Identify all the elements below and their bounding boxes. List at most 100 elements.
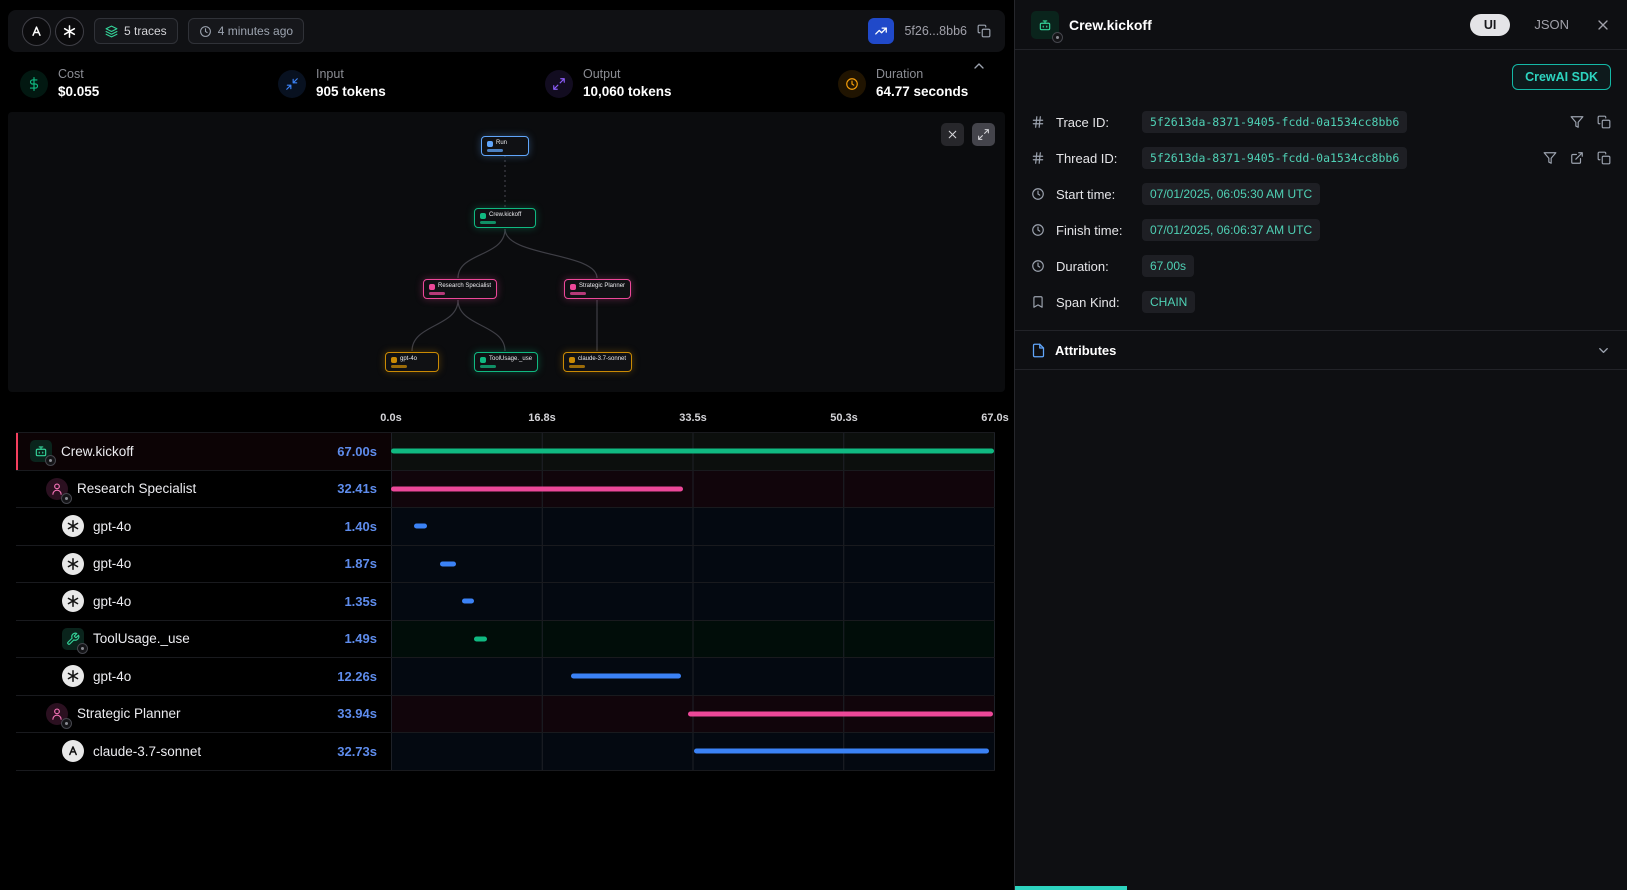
timeline-row[interactable]: ToolUsage._use1.49s: [16, 621, 995, 659]
detail-field-row: Start time:07/01/2025, 06:05:30 AM UTC: [1015, 176, 1627, 212]
timeline-row[interactable]: gpt-4o1.40s: [16, 508, 995, 546]
timeline-row-track: [391, 658, 995, 695]
input-icon: [278, 70, 306, 98]
attributes-section-toggle[interactable]: Attributes: [1015, 330, 1627, 370]
file-icon: [1031, 343, 1046, 358]
anthropic-logo-icon: [22, 17, 51, 46]
timeline-row-label: gpt-4o12.26s: [16, 658, 391, 695]
timeline-row-track: [391, 733, 995, 770]
hash-icon: [1031, 115, 1047, 129]
field-value: CHAIN: [1142, 291, 1195, 313]
stat-label: Output: [583, 67, 672, 81]
field-value: 07/01/2025, 06:05:30 AM UTC: [1142, 183, 1320, 205]
span-duration: 1.40s: [344, 519, 377, 534]
duration-bar: [474, 636, 487, 641]
tool-icon: [62, 628, 84, 650]
graph-node-tool[interactable]: ToolUsage._use: [474, 352, 538, 372]
timeline-row-label: claude-3.7-sonnet32.73s: [16, 733, 391, 770]
timeline-row[interactable]: gpt-4o1.87s: [16, 546, 995, 584]
close-graph-button[interactable]: [941, 123, 964, 146]
expand-icon: [977, 128, 990, 141]
dollar-icon: [20, 70, 48, 98]
openai-icon: [62, 515, 84, 537]
stat-value: $0.055: [58, 84, 99, 99]
copy-trace-id-icon[interactable]: [977, 24, 991, 38]
graph-node-claude[interactable]: claude-3.7-sonnet: [563, 352, 632, 372]
graph-node-strategic[interactable]: Strategic Planner: [564, 279, 631, 299]
openai-logo-icon: [55, 17, 84, 46]
waterfall-timeline: 0.0s16.8s33.5s50.3s67.0s Crew.kickoff67.…: [0, 392, 1013, 771]
timeline-row-label: gpt-4o1.40s: [16, 508, 391, 545]
graph-node-gpt[interactable]: gpt-4o: [385, 352, 439, 372]
external-link-icon[interactable]: [1570, 151, 1584, 165]
trending-up-icon: [874, 24, 888, 38]
copy-icon[interactable]: [1597, 151, 1611, 165]
trace-age-label: 4 minutes ago: [218, 24, 293, 38]
duration-bar: [688, 711, 993, 716]
graph-node-label: Crew.kickoff: [489, 212, 521, 219]
timeline-row-track: [391, 433, 995, 470]
span-duration: 32.73s: [337, 744, 377, 759]
layers-icon: [105, 25, 118, 38]
timeline-row[interactable]: Research Specialist32.41s: [16, 471, 995, 509]
timeline-row[interactable]: gpt-4o1.35s: [16, 583, 995, 621]
metrics-button[interactable]: [868, 18, 894, 44]
filter-icon[interactable]: [1570, 115, 1584, 129]
graph-node-label: Run: [496, 140, 507, 147]
anthropic-icon: [569, 357, 575, 363]
tool-icon: [480, 357, 486, 363]
clock-icon: [1031, 259, 1047, 273]
timeline-row-label: ToolUsage._use1.49s: [16, 621, 391, 658]
output-icon: [545, 70, 573, 98]
timeline-row-label: Research Specialist32.41s: [16, 471, 391, 508]
graph-node-duration-chip: [569, 365, 585, 368]
expand-graph-button[interactable]: [972, 123, 995, 146]
hash-icon: [1031, 151, 1047, 165]
timeline-row-label: Strategic Planner33.94s: [16, 696, 391, 733]
stat-label: Duration: [876, 67, 968, 81]
sdk-row: CrewAI SDK: [1015, 50, 1627, 100]
tab-json[interactable]: JSON: [1534, 17, 1569, 32]
duration-bar: [391, 486, 683, 491]
graph-node-duration-chip: [570, 292, 586, 295]
trace-age-badge[interactable]: 4 minutes ago: [188, 18, 304, 44]
axis-tick: 0.0s: [380, 412, 401, 424]
collapse-stats-button[interactable]: [971, 58, 987, 79]
graph-node-label: gpt-4o: [400, 356, 417, 363]
copy-icon[interactable]: [1597, 115, 1611, 129]
graph-node-crew[interactable]: Crew.kickoff: [474, 208, 536, 228]
agent-icon: [429, 284, 435, 290]
openai-icon: [391, 357, 397, 363]
clock-icon: [1031, 223, 1047, 237]
crew-icon: [1031, 11, 1059, 39]
filter-icon[interactable]: [1543, 151, 1557, 165]
close-panel-icon[interactable]: [1595, 17, 1611, 33]
graph-node-run[interactable]: Run: [481, 136, 529, 156]
chevron-down-icon: [1596, 343, 1611, 358]
horizontal-scrollbar-thumb[interactable]: [1015, 886, 1127, 890]
timeline-row-track: [391, 546, 995, 583]
stat-duration: Duration64.77 seconds: [838, 67, 993, 101]
clock-icon: [199, 25, 212, 38]
sdk-badge: CrewAI SDK: [1512, 64, 1611, 90]
timeline-row[interactable]: claude-3.7-sonnet32.73s: [16, 733, 995, 771]
span-duration: 1.49s: [344, 631, 377, 646]
axis-tick: 50.3s: [830, 412, 858, 424]
timeline-row[interactable]: Strategic Planner33.94s: [16, 696, 995, 734]
field-value: 07/01/2025, 06:06:37 AM UTC: [1142, 219, 1320, 241]
tab-ui[interactable]: UI: [1470, 14, 1511, 36]
timeline-row[interactable]: Crew.kickoff67.00s: [16, 433, 995, 471]
duration-bar: [571, 674, 681, 679]
span-name: Crew.kickoff: [61, 444, 134, 459]
crew-icon: [30, 440, 52, 462]
traces-count-badge[interactable]: 5 traces: [94, 18, 178, 44]
duration-bar: [694, 749, 989, 754]
duration-bar: [462, 599, 474, 604]
detail-field-row: Thread ID:5f2613da-8371-9405-fcdd-0a1534…: [1015, 140, 1627, 176]
graph-node-research[interactable]: Research Specialist: [423, 279, 497, 299]
span-duration: 12.26s: [337, 669, 377, 684]
graph-node-label: Strategic Planner: [579, 283, 625, 290]
span-detail-panel: Crew.kickoff UI JSON CrewAI SDK Trace ID…: [1014, 0, 1627, 890]
stat-label: Cost: [58, 67, 99, 81]
timeline-row[interactable]: gpt-4o12.26s: [16, 658, 995, 696]
